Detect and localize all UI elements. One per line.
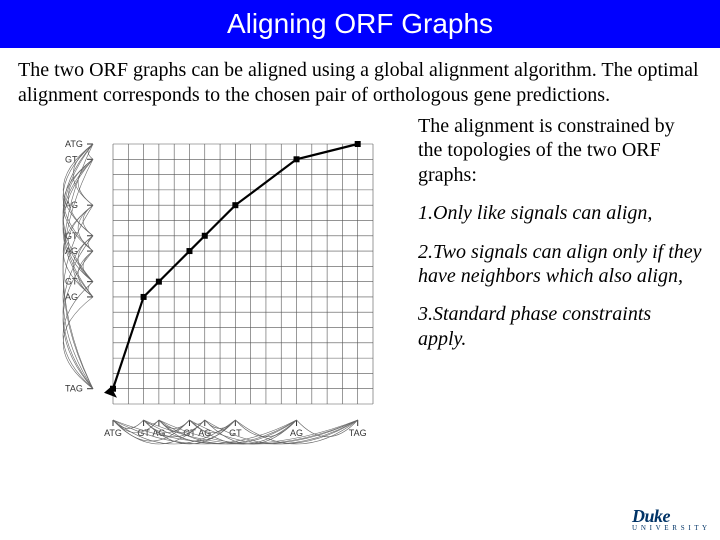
- svg-text:ATG: ATG: [104, 428, 122, 438]
- intro-paragraph: The two ORF graphs can be aligned using …: [18, 58, 702, 108]
- svg-text:GT: GT: [229, 428, 242, 438]
- svg-text:AG: AG: [198, 428, 211, 438]
- svg-text:AG: AG: [65, 292, 78, 302]
- rule-1: 1.Only like signals can align,: [418, 201, 702, 225]
- alignment-graph: ATGGTAGGTAGGTAGTAGATGGTAGGTAGGTAGTAG: [18, 114, 408, 454]
- svg-text:TAG: TAG: [65, 384, 83, 394]
- svg-text:TAG: TAG: [349, 428, 367, 438]
- rule-2: 2.Two signals can align only if they hav…: [418, 240, 702, 289]
- svg-text:AG: AG: [290, 428, 303, 438]
- duke-logo: Duke U N I V E R S I T Y: [632, 506, 708, 532]
- svg-text:ATG: ATG: [65, 139, 83, 149]
- graph-svg: ATGGTAGGTAGGTAGTAGATGGTAGGTAGGTAGTAG: [18, 114, 408, 454]
- rule-3: 3.Standard phase constraints apply.: [418, 302, 702, 351]
- logo-main: Duke: [632, 506, 670, 526]
- lower-region: ATGGTAGGTAGGTAGTAGATGGTAGGTAGGTAGTAG The…: [18, 114, 702, 454]
- constraint-intro: The alignment is constrained by the topo…: [418, 114, 702, 187]
- slide-body: The two ORF graphs can be aligned using …: [0, 48, 720, 454]
- side-text: The alignment is constrained by the topo…: [408, 114, 702, 454]
- slide-title: Aligning ORF Graphs: [0, 0, 720, 48]
- logo-sub: U N I V E R S I T Y: [632, 524, 708, 532]
